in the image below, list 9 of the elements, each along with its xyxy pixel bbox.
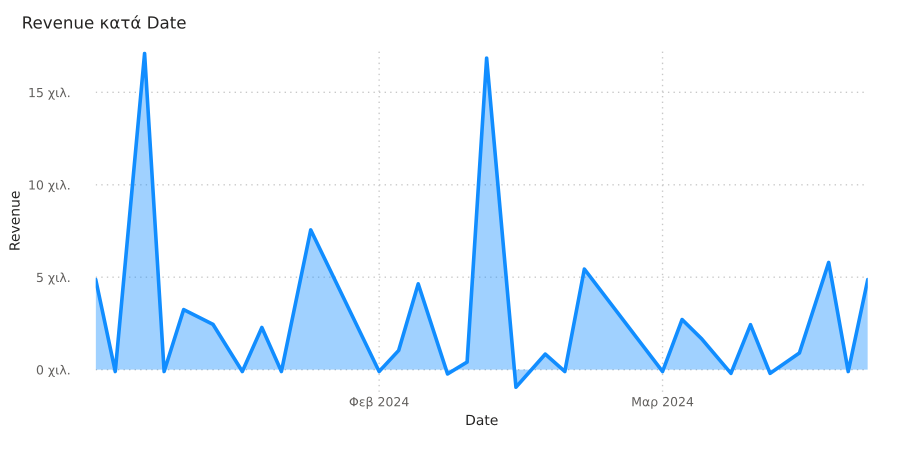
y-tick-label: 15 χιλ. <box>29 88 70 100</box>
y-axis-title: Revenue <box>9 191 20 250</box>
x-tick-label: Φεβ 2024 <box>350 396 409 409</box>
x-tick-label: Μαρ 2024 <box>632 396 694 409</box>
y-tick-label: 10 χιλ. <box>29 180 70 192</box>
y-tick-label: 5 χιλ. <box>36 272 70 285</box>
x-axis-title: Date <box>466 414 498 426</box>
chart-title: Revenue κατά Date <box>23 15 186 29</box>
y-tick-label: 0 χιλ. <box>36 364 70 378</box>
